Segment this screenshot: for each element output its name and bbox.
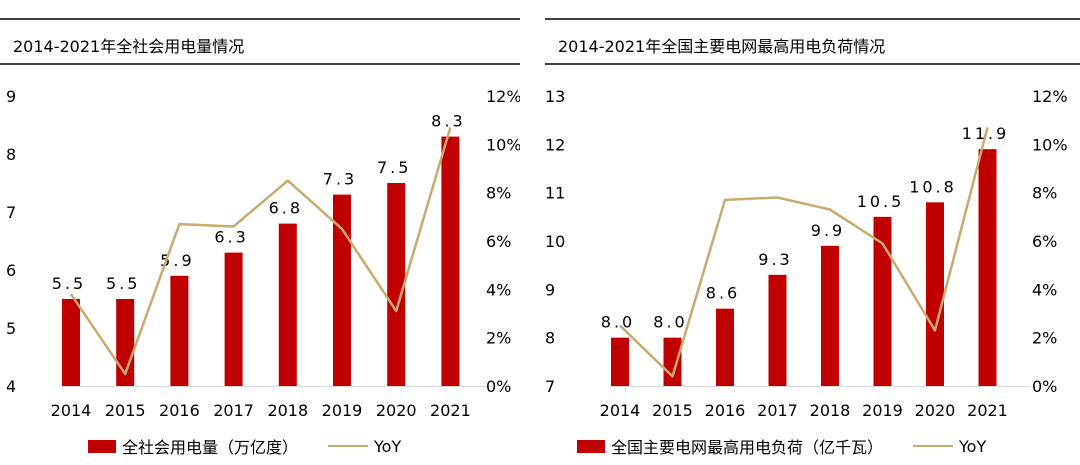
x-tick-label: 2020 [376,401,417,420]
bar [663,337,682,386]
bar-value-label: 10.5 [857,192,905,211]
y-right-tick-label: 0% [486,377,511,396]
bar-value-label: 8.0 [601,313,635,332]
bar [224,252,243,386]
bar [611,337,629,386]
bar [62,299,80,386]
bar [716,308,734,386]
x-tick-label: 2019 [862,401,903,420]
left-chart-legend: 全社会用电量（万亿度） YoY [88,434,401,458]
y-right-tick-label: 0% [1032,377,1057,396]
right-chart-legend: 全国主要电网最高用电负荷（亿千瓦） YoY [577,434,986,458]
bar-value-label: 8.3 [431,112,465,131]
bar-value-label: 10.8 [909,177,957,196]
legend-line-label: YoY [959,436,987,456]
left-chart-svg: 4567890%2%4%6%8%10%12%5.520145.520155.92… [0,18,520,420]
x-tick-label: 2021 [967,401,1008,420]
y-left-tick-label: 6 [6,261,16,280]
legend-line-swatch [328,445,369,447]
bar-value-label: 5.5 [106,274,140,293]
x-tick-label: 2014 [600,401,641,420]
y-left-tick-label: 4 [6,377,16,396]
bar-value-label: 9.9 [811,221,845,240]
x-tick-label: 2018 [267,401,308,420]
bar-value-label: 9.3 [758,250,792,269]
bar-value-label: 11.9 [962,124,1010,143]
x-tick-label: 2020 [915,401,956,420]
y-left-tick-label: 9 [6,87,16,106]
bar-value-label: 7.3 [323,170,357,189]
y-right-tick-label: 2% [1032,329,1057,348]
y-right-tick-label: 6% [1032,232,1057,251]
y-right-tick-label: 8% [1032,184,1057,203]
y-left-tick-label: 8 [6,145,16,164]
yoy-line [69,127,452,376]
x-tick-label: 2016 [705,401,746,420]
x-tick-label: 2016 [159,401,200,420]
y-right-tick-label: 4% [1032,280,1057,299]
x-tick-label: 2015 [652,401,693,420]
bar-value-label: 6.8 [269,199,303,218]
right-chart-panel: 7 8 9 10 11 12 13 0% 2% 4% 6% 8% 10% 12% 8.0 2014 8.0 201… [545,0,1080,465]
y-right-tick-label: 8% [486,184,511,203]
bar-value-label: 8.6 [706,284,740,303]
y-left-tick-label: 13 [545,87,565,106]
y-left-tick-label: 9 [545,280,555,299]
bar [821,245,839,386]
x-tick-label: 2014 [51,401,92,420]
y-right-tick-label: 4% [486,280,511,299]
legend-line-label: YoY [374,436,402,456]
y-right-tick-label: 12% [486,87,520,106]
y-right-tick-label: 10% [1032,135,1068,154]
legend-bar-label: 全国主要电网最高用电负荷（亿千瓦） [611,438,884,457]
bar [768,274,787,386]
legend-bar-swatch [577,439,605,453]
y-right-tick-label: 2% [486,329,511,348]
y-left-tick-label: 12 [545,135,565,154]
bar [387,183,406,386]
bar-value-label: 8.0 [653,313,687,332]
y-right-tick-label: 6% [486,232,511,251]
y-right-tick-label: 12% [1032,87,1068,106]
y-left-tick-label: 5 [6,319,16,338]
legend-line-swatch [913,445,954,447]
x-tick-label: 2015 [105,401,146,420]
x-tick-label: 2019 [322,401,363,420]
x-tick-label: 2017 [213,401,254,420]
legend-bar-label: 全社会用电量（万亿度） [122,438,299,457]
bar-value-label: 6.3 [214,228,248,247]
bar-value-label: 5.5 [52,274,86,293]
y-left-tick-label: 8 [545,329,555,348]
y-left-tick-label: 7 [6,203,16,222]
bar [333,194,351,386]
x-tick-label: 2018 [810,401,851,420]
y-left-tick-label: 10 [545,232,565,251]
y-left-tick-label: 11 [545,184,565,203]
y-right-tick-label: 10% [486,135,520,154]
bar [278,223,297,386]
bar-value-label: 7.5 [377,158,411,177]
left-chart-title: 2014-2021年全社会用电量情况 [13,37,245,56]
yoy-line [619,127,989,378]
left-chart-panel: 4 5 6 7 8 9 0% 2% 4% 6% 8% 10% 12% 5.5 2014 5.5 2015 5.9 2… [0,0,520,465]
legend-bar-swatch [88,439,116,453]
right-chart-svg: 7 8 9 10 11 12 13 0% 2% 4% 6% 8% 10% 12% 8.0 2014 8.0 201… [545,18,1080,420]
bar [170,275,189,386]
x-tick-label: 2017 [757,401,798,420]
bar [926,202,944,386]
y-left-tick-label: 7 [545,377,555,396]
bar [441,136,460,386]
right-chart-title: 2014-2021年全国主要电网最高用电负荷情况 [558,37,886,56]
x-tick-label: 2021 [430,401,471,420]
bar [978,149,997,386]
bar [873,216,892,386]
